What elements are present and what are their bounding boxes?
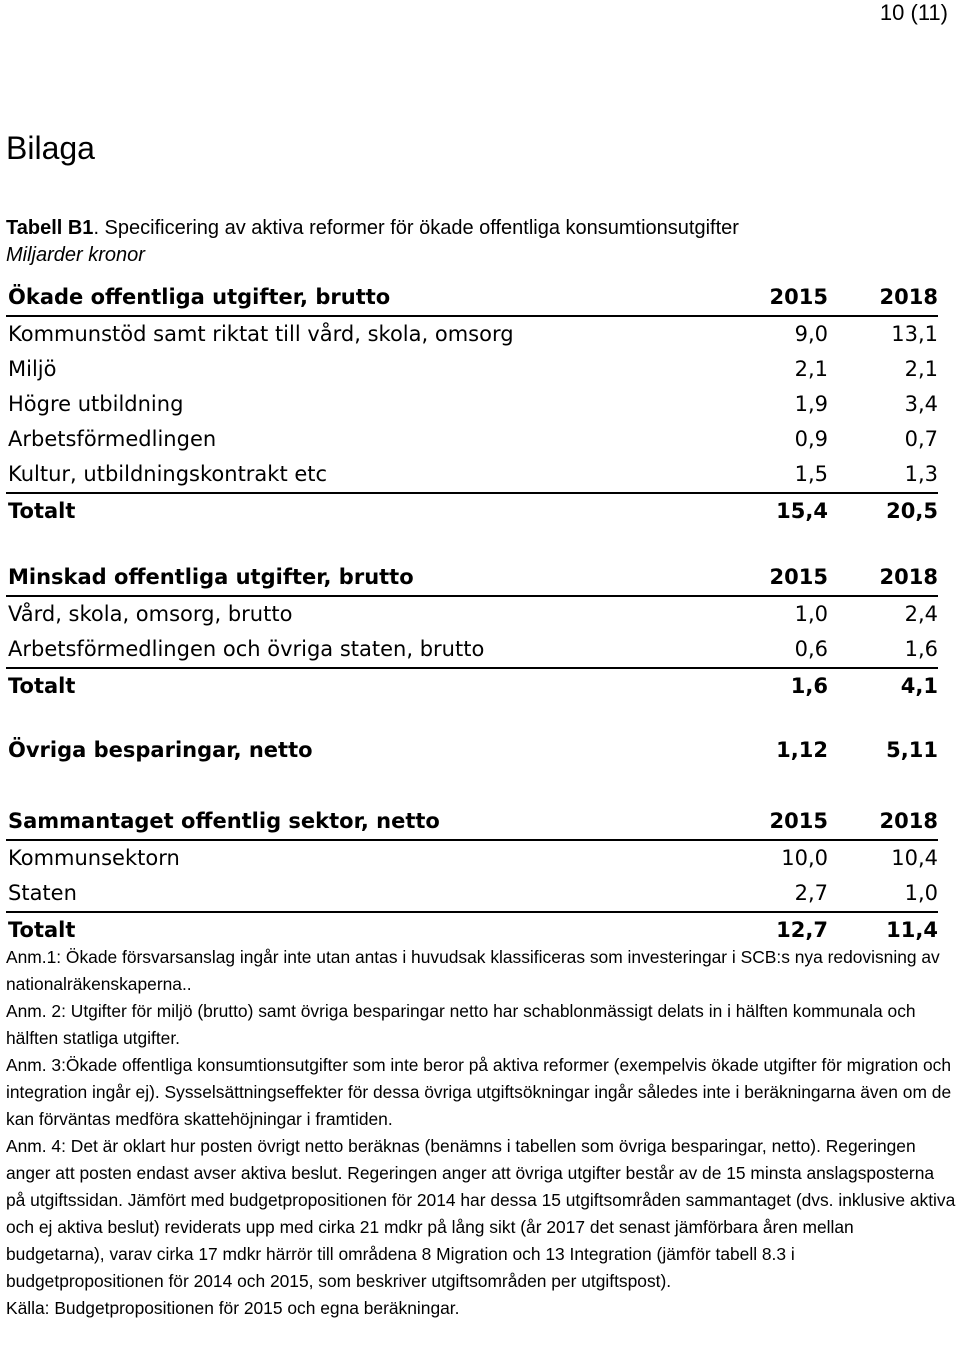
page-number: 10 (11)	[879, 0, 948, 25]
total-row: Totalt 12,7 11,4	[6, 911, 938, 948]
value-2018: 1,3	[904, 462, 938, 486]
column-header-2018: 2018	[879, 285, 938, 309]
table-section-public-sector-net: Sammantaget offentlig sektor, netto 2015…	[6, 804, 938, 948]
note-1: Anm.1: Ökade försvarsanslag ingår inte u…	[6, 947, 940, 994]
section-header: Minskad offentliga utgifter, brutto 2015…	[6, 560, 938, 597]
total-2018: 11,4	[886, 918, 938, 942]
table-row: Kultur, utbildningskontrakt etc 1,5 1,3	[6, 457, 938, 492]
total-2018: 20,5	[886, 499, 938, 523]
value-2018: 2,1	[904, 357, 938, 381]
note-4: Anm. 4: Det är oklart hur posten övrigt …	[6, 1136, 956, 1291]
value-2018: 1,6	[904, 637, 938, 661]
column-header-2015: 2015	[769, 565, 828, 589]
value-2018: 10,4	[891, 846, 938, 870]
total-label: Totalt	[8, 918, 76, 942]
note-2: Anm. 2: Utgifter för miljö (brutto) samt…	[6, 1001, 916, 1048]
table-row: Högre utbildning 1,9 3,4	[6, 387, 938, 422]
value-2018: 5,11	[886, 738, 938, 762]
total-2018: 4,1	[900, 674, 938, 698]
table-row: Arbetsförmedlingen 0,9 0,7	[6, 422, 938, 457]
section-header-label: Sammantaget offentlig sektor, netto	[8, 809, 440, 833]
table-caption-text: . Specificering av aktiva reformer för ö…	[93, 217, 739, 239]
row-label: Övriga besparingar, netto	[8, 738, 313, 762]
table-section-other-savings: Övriga besparingar, netto 1,12 5,11	[6, 733, 938, 768]
value-2015: 0,9	[794, 427, 828, 451]
row-label: Kultur, utbildningskontrakt etc	[8, 462, 328, 486]
row-label: Vård, skola, omsorg, brutto	[8, 602, 293, 626]
value-2015: 1,12	[776, 738, 828, 762]
total-label: Totalt	[8, 674, 76, 698]
table-row: Miljö 2,1 2,1	[6, 352, 938, 387]
table-row: Vård, skola, omsorg, brutto 1,0 2,4	[6, 597, 938, 632]
total-row: Totalt 15,4 20,5	[6, 492, 938, 529]
source-note: Källa: Budgetpropositionen för 2015 och …	[6, 1298, 460, 1318]
total-2015: 1,6	[790, 674, 828, 698]
column-header-2015: 2015	[769, 809, 828, 833]
page-title: Bilaga	[6, 130, 95, 166]
value-2018: 13,1	[891, 322, 938, 346]
table-row: Kommunstöd samt riktat till vård, skola,…	[6, 317, 938, 352]
value-2018: 0,7	[904, 427, 938, 451]
value-2015: 1,9	[794, 392, 828, 416]
row-label: Högre utbildning	[8, 392, 184, 416]
total-2015: 15,4	[776, 499, 828, 523]
table-caption: Tabell B1. Specificering av aktiva refor…	[6, 212, 739, 244]
other-savings-row: Övriga besparingar, netto 1,12 5,11	[6, 733, 938, 768]
table-label: Tabell B1	[6, 217, 94, 239]
value-2018: 3,4	[904, 392, 938, 416]
row-label: Kommunsektorn	[8, 846, 180, 870]
table-row: Kommunsektorn 10,0 10,4	[6, 841, 938, 876]
value-2015: 0,6	[794, 637, 828, 661]
row-label: Arbetsförmedlingen och övriga staten, br…	[8, 637, 485, 661]
table-units: Miljarder kronor	[6, 244, 145, 266]
total-label: Totalt	[8, 499, 76, 523]
section-header: Ökade offentliga utgifter, brutto 2015 2…	[6, 280, 938, 317]
column-header-2015: 2015	[769, 285, 828, 309]
row-label: Miljö	[8, 357, 57, 381]
value-2015: 10,0	[781, 846, 828, 870]
section-header-label: Minskad offentliga utgifter, brutto	[8, 565, 414, 589]
value-2018: 2,4	[904, 602, 938, 626]
table-row: Arbetsförmedlingen och övriga staten, br…	[6, 632, 938, 667]
total-row: Totalt 1,6 4,1	[6, 667, 938, 704]
table-section-increased-spending: Ökade offentliga utgifter, brutto 2015 2…	[6, 280, 938, 529]
value-2015: 1,0	[794, 602, 828, 626]
value-2015: 2,1	[794, 357, 828, 381]
value-2015: 2,7	[794, 881, 828, 905]
value-2018: 1,0	[904, 881, 938, 905]
value-2015: 1,5	[794, 462, 828, 486]
table-row: Staten 2,7 1,0	[6, 876, 938, 911]
table-section-decreased-spending: Minskad offentliga utgifter, brutto 2015…	[6, 560, 938, 704]
total-2015: 12,7	[776, 918, 828, 942]
row-label: Kommunstöd samt riktat till vård, skola,…	[8, 322, 514, 346]
note-3: Anm. 3:Ökade offentliga konsumtionsutgif…	[6, 1055, 952, 1129]
column-header-2018: 2018	[879, 565, 938, 589]
table-notes: Anm.1: Ökade försvarsanslag ingår inte u…	[6, 944, 956, 1322]
row-label: Arbetsförmedlingen	[8, 427, 217, 451]
value-2015: 9,0	[794, 322, 828, 346]
section-header-label: Ökade offentliga utgifter, brutto	[8, 285, 391, 309]
column-header-2018: 2018	[879, 809, 938, 833]
row-label: Staten	[8, 881, 77, 905]
section-header: Sammantaget offentlig sektor, netto 2015…	[6, 804, 938, 841]
